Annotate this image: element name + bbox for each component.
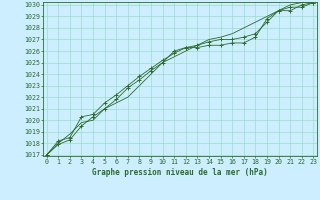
X-axis label: Graphe pression niveau de la mer (hPa): Graphe pression niveau de la mer (hPa) <box>92 168 268 177</box>
